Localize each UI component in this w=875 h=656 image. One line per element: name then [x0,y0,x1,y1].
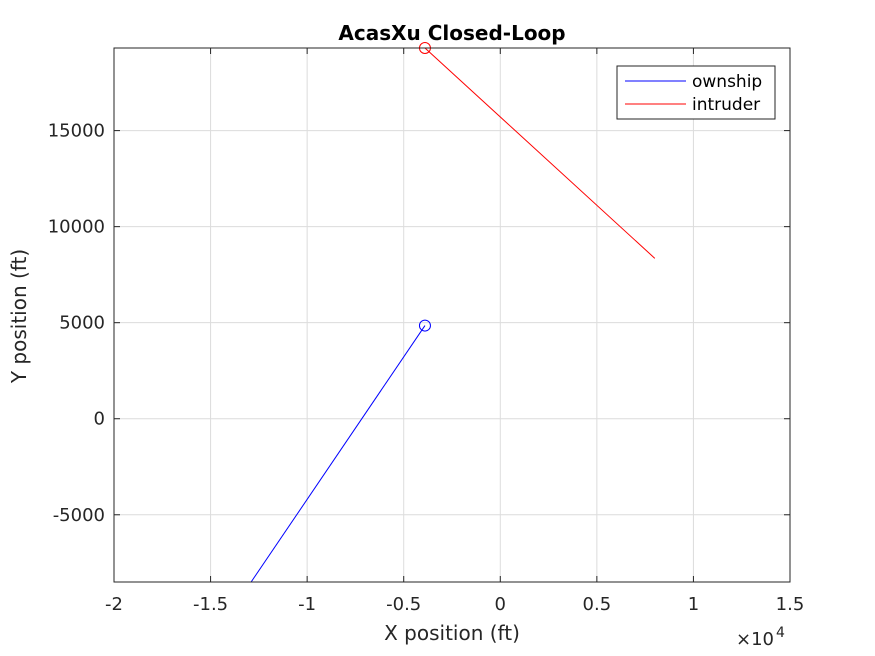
series-line-intruder [424,47,656,259]
series-marker-ownship [418,319,431,332]
x-exponent-base: ×10 [736,629,774,650]
chart-title: AcasXu Closed-Loop [338,21,565,45]
plot-frame [113,47,791,583]
y-tick-label: 5000 [59,313,105,334]
legend-label-intruder: intruder [692,95,760,115]
axis-ticks: -2 -1.5 -1 -0.5 0 0.5 1 1.5 -5000 0 5000 10000 15000 [48,48,805,615]
x-tick-label: 0.5 [583,594,612,615]
y-tick-label: 0 [94,409,105,430]
y-tick-label: 10000 [48,217,105,238]
data-series [250,42,656,583]
y-tick-label: -5000 [53,505,105,526]
plot-area [114,48,790,582]
legend-label-ownship: ownship [692,72,762,92]
x-tick-label: 1 [688,594,699,615]
x-tick-label: 1.5 [776,594,805,615]
y-tick-label: 15000 [48,121,105,142]
legend-box [616,65,776,120]
legend: ownship intruder [616,65,776,120]
x-tick-label: -1.5 [193,594,228,615]
y-axis-label: Y position (ft) [7,249,31,384]
x-exponent-label: ×10 4 [736,625,785,650]
x-exponent-power: 4 [776,625,785,641]
x-tick-label: 0 [495,594,506,615]
x-axis-label: X position (ft) [384,621,520,645]
x-tick-label: -0.5 [386,594,421,615]
x-tick-label: -2 [105,594,123,615]
series-line-ownship [250,325,426,583]
x-tick-label: -1 [298,594,316,615]
